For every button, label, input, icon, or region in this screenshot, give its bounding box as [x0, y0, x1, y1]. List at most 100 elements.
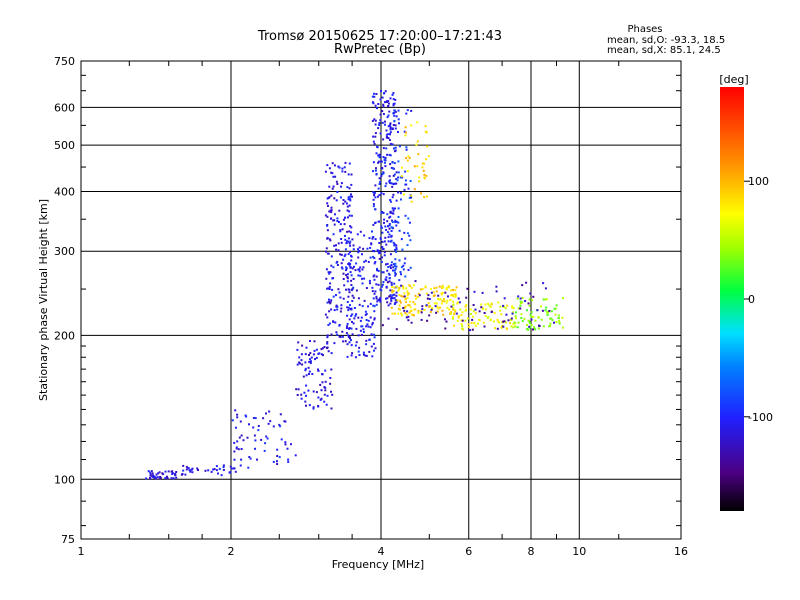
scatter-point	[331, 172, 334, 175]
scatter-point	[349, 195, 352, 198]
scatter-point	[344, 161, 347, 164]
scatter-point	[389, 267, 392, 270]
scatter-point	[377, 161, 380, 164]
scatter-point	[401, 314, 403, 317]
scatter-point	[388, 181, 391, 184]
scatter-point	[343, 223, 346, 226]
scatter-point	[326, 334, 329, 337]
scatter-point	[373, 278, 376, 281]
scatter-point	[336, 220, 339, 222]
scatter-point	[397, 109, 400, 112]
scatter-point	[318, 352, 321, 355]
scatter-point	[371, 119, 374, 122]
scatter-point	[506, 304, 509, 307]
scatter-point	[159, 475, 162, 478]
scatter-point	[338, 324, 341, 327]
scatter-point	[398, 122, 400, 125]
scatter-point	[321, 381, 324, 384]
scatter-point	[174, 472, 177, 475]
scatter-point	[389, 131, 392, 134]
scatter-point	[377, 160, 380, 163]
scatter-point	[444, 318, 446, 321]
scatter-point	[510, 325, 513, 328]
scatter-point	[407, 155, 410, 158]
scatter-point	[401, 284, 404, 287]
scatter-point	[333, 223, 336, 226]
scatter-point	[330, 211, 333, 214]
scatter-point	[381, 110, 384, 113]
scatter-point	[382, 211, 385, 214]
scatter-point	[353, 317, 356, 320]
scatter-point	[340, 304, 343, 307]
scatter-point	[387, 100, 390, 103]
scatter-point	[351, 294, 354, 297]
scatter-point	[387, 225, 389, 228]
scatter-point	[344, 216, 347, 219]
scatter-point	[382, 193, 385, 196]
scatter-point	[347, 173, 350, 176]
scatter-point	[308, 360, 311, 363]
scatter-point	[312, 407, 315, 410]
scatter-point	[336, 183, 339, 185]
scatter-point	[511, 312, 514, 315]
scatter-point	[387, 125, 390, 128]
scatter-point	[320, 389, 323, 392]
scatter-point	[376, 267, 379, 270]
scatter-point	[509, 318, 512, 321]
scatter-point	[352, 322, 355, 325]
scatter-point	[384, 90, 387, 93]
scatter-point	[397, 312, 400, 315]
scatter-point	[245, 415, 248, 418]
scatter-point	[385, 276, 388, 279]
scatter-point	[387, 114, 390, 117]
scatter-point	[399, 301, 402, 304]
scatter-point	[403, 295, 406, 298]
scatter-point	[514, 315, 517, 318]
scatter-point	[405, 313, 408, 316]
scatter-point	[377, 127, 380, 130]
scatter-point	[383, 218, 386, 221]
scatter-point	[521, 284, 524, 287]
scatter-point	[335, 248, 338, 251]
scatter-point	[337, 249, 340, 252]
scatter-point	[433, 287, 436, 290]
scatter-point	[378, 124, 381, 126]
scatter-point	[343, 255, 346, 258]
scatter-point	[365, 343, 368, 346]
scatter-point	[383, 254, 386, 257]
scatter-point	[328, 210, 331, 213]
scatter-point	[407, 187, 410, 190]
scatter-point	[344, 238, 347, 241]
scatter-point	[395, 250, 398, 253]
scatter-point	[409, 239, 412, 242]
scatter-point	[191, 471, 194, 474]
scatter-point	[367, 319, 370, 322]
scatter-point	[394, 312, 396, 315]
scatter-point	[428, 314, 431, 317]
scatter-point	[235, 447, 238, 450]
scatter-point	[384, 165, 387, 168]
scatter-point	[393, 182, 396, 185]
scatter-point	[300, 393, 303, 396]
scatter-point	[239, 420, 242, 423]
scatter-point	[335, 244, 337, 247]
scatter-point	[389, 289, 392, 292]
scatter-point	[333, 309, 336, 312]
scatter-point	[326, 224, 329, 227]
scatter-point	[391, 143, 394, 146]
scatter-point	[341, 267, 344, 270]
scatter-point	[472, 310, 475, 313]
scatter-point	[460, 314, 463, 317]
scatter-point	[397, 289, 400, 292]
scatter-point	[397, 221, 400, 224]
scatter-point	[412, 301, 415, 304]
scatter-point	[374, 238, 377, 241]
scatter-point	[330, 299, 333, 302]
scatter-point	[404, 275, 407, 278]
scatter-point	[561, 316, 564, 319]
scatter-point	[397, 171, 400, 174]
scatter-point	[368, 350, 371, 353]
scatter-point	[377, 195, 379, 198]
scatter-point	[342, 199, 345, 201]
scatter-point	[378, 122, 381, 125]
